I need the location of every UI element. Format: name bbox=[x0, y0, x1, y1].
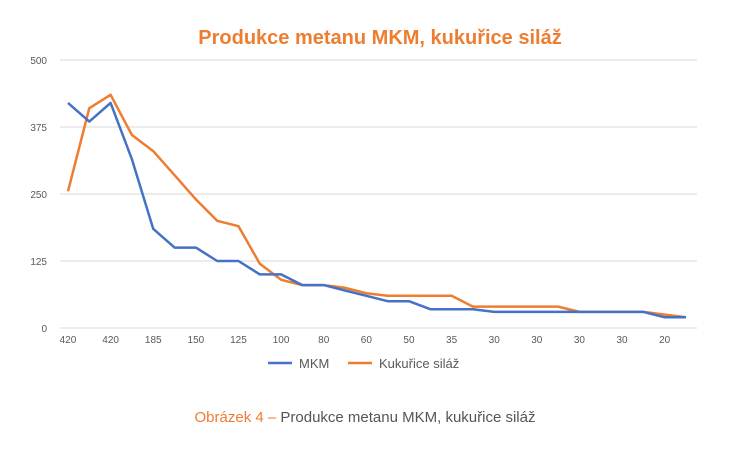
caption-lead: Obrázek 4 – bbox=[194, 409, 277, 426]
legend-label-kukurice: Kukuřice siláž bbox=[379, 356, 459, 371]
x-tick-label: 185 bbox=[145, 335, 162, 346]
y-tick-label: 125 bbox=[30, 257, 47, 268]
legend-label-mkm: MKM bbox=[299, 356, 329, 371]
x-tick-label: 35 bbox=[446, 335, 458, 346]
series-line-kukurice bbox=[66, 93, 687, 319]
y-tick-label: 375 bbox=[30, 123, 47, 134]
y-tick-label: 250 bbox=[30, 190, 47, 201]
x-tick-label: 420 bbox=[60, 335, 77, 346]
x-tick-label: 30 bbox=[489, 335, 501, 346]
x-tick-label: 60 bbox=[361, 335, 373, 346]
caption-text: Produkce metanu MKM, kukuřice siláž bbox=[276, 409, 536, 426]
y-tick-label: 500 bbox=[30, 56, 47, 67]
x-tick-label: 20 bbox=[659, 335, 671, 346]
x-tick-label: 30 bbox=[574, 335, 586, 346]
x-tick-label: 30 bbox=[531, 335, 543, 346]
x-tick-label: 100 bbox=[273, 335, 290, 346]
x-axis-ticks: 420 420 185 150 125 100 80 60 50 35 30 30 30 30 20 bbox=[60, 335, 671, 346]
x-tick-label: 50 bbox=[403, 335, 415, 346]
y-axis-ticks: 0 125 250 375 500 bbox=[30, 56, 47, 335]
legend: MKM Kukuřice siláž bbox=[268, 356, 459, 371]
figure-caption: Obrázek 4 – Produkce metanu MKM, kukuřic… bbox=[0, 409, 730, 426]
x-tick-label: 150 bbox=[188, 335, 205, 346]
x-tick-label: 420 bbox=[102, 335, 119, 346]
x-tick-label: 30 bbox=[617, 335, 629, 346]
series-line-mkm bbox=[67, 101, 686, 319]
gridlines bbox=[60, 59, 697, 329]
line-chart: Produkce metanu MKM, kukuřice siláž 0 125… bbox=[30, 27, 697, 371]
series-lines bbox=[66, 93, 687, 319]
x-tick-label: 125 bbox=[230, 335, 247, 346]
x-tick-label: 80 bbox=[318, 335, 330, 346]
chart-title: Produkce metanu MKM, kukuřice siláž bbox=[198, 27, 561, 49]
y-tick-label: 0 bbox=[41, 324, 47, 335]
